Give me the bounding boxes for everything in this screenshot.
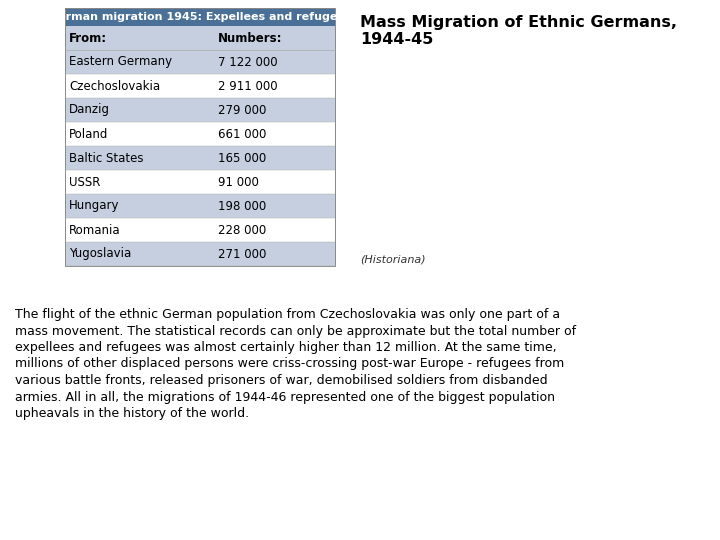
Bar bbox=[65, 74, 335, 98]
Text: Hungary: Hungary bbox=[69, 199, 120, 213]
Text: 91 000: 91 000 bbox=[217, 176, 258, 188]
Bar bbox=[65, 50, 335, 74]
Bar bbox=[65, 146, 335, 170]
Text: From:: From: bbox=[69, 31, 107, 44]
Text: 279 000: 279 000 bbox=[217, 104, 266, 117]
Text: Eastern Germany: Eastern Germany bbox=[69, 56, 172, 69]
Text: Poland: Poland bbox=[69, 127, 109, 140]
Text: Yugoslavia: Yugoslavia bbox=[69, 247, 131, 260]
Text: Mass Migration of Ethnic Germans,
1944-45: Mass Migration of Ethnic Germans, 1944-4… bbox=[360, 15, 677, 48]
Bar bbox=[65, 122, 335, 146]
Bar bbox=[65, 242, 335, 266]
Bar bbox=[65, 170, 335, 194]
Text: 2 911 000: 2 911 000 bbox=[217, 79, 277, 92]
Text: 228 000: 228 000 bbox=[217, 224, 266, 237]
Bar bbox=[65, 26, 335, 50]
Text: 198 000: 198 000 bbox=[217, 199, 266, 213]
Text: Baltic States: Baltic States bbox=[69, 152, 143, 165]
Bar bbox=[65, 218, 335, 242]
Bar bbox=[65, 8, 335, 26]
Text: German migration 1945: Expellees and refugees: German migration 1945: Expellees and ref… bbox=[49, 12, 351, 22]
Text: 271 000: 271 000 bbox=[217, 247, 266, 260]
Text: Romania: Romania bbox=[69, 224, 121, 237]
Text: 661 000: 661 000 bbox=[217, 127, 266, 140]
Bar bbox=[65, 8, 335, 266]
Text: Danzig: Danzig bbox=[69, 104, 110, 117]
Text: USSR: USSR bbox=[69, 176, 100, 188]
Text: Czechoslovakia: Czechoslovakia bbox=[69, 79, 160, 92]
Text: 165 000: 165 000 bbox=[217, 152, 266, 165]
Text: (Historiana): (Historiana) bbox=[360, 254, 426, 264]
Bar bbox=[65, 194, 335, 218]
Text: Numbers:: Numbers: bbox=[217, 31, 282, 44]
Text: The flight of the ethnic German population from Czechoslovakia was only one part: The flight of the ethnic German populati… bbox=[15, 308, 576, 420]
Text: 7 122 000: 7 122 000 bbox=[217, 56, 277, 69]
Bar bbox=[65, 98, 335, 122]
